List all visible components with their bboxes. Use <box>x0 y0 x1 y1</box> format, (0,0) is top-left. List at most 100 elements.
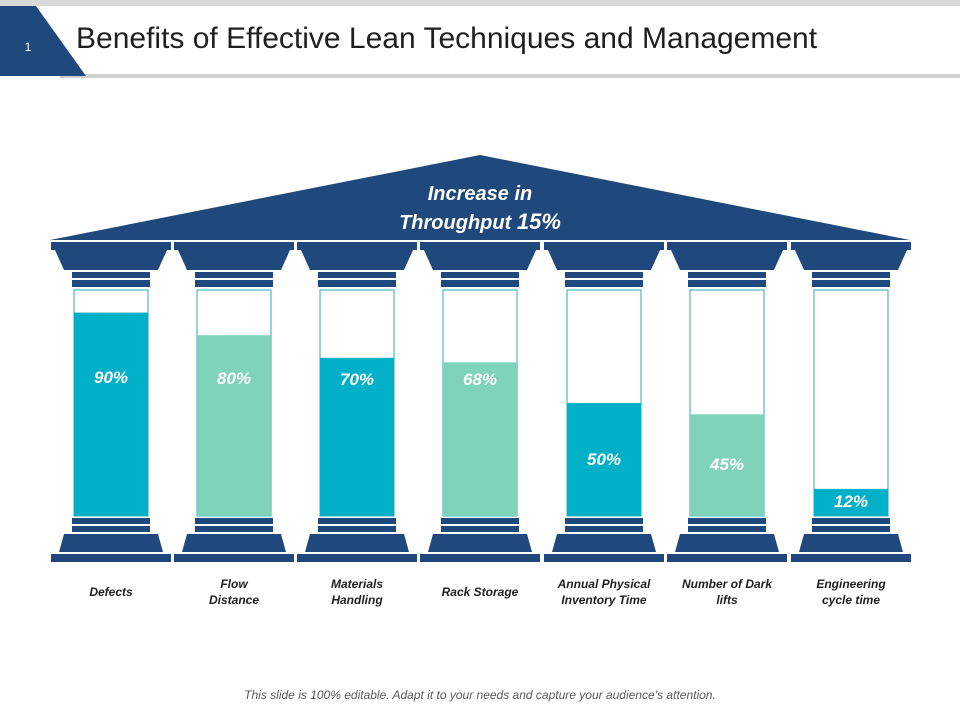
pillar-capital <box>548 250 660 270</box>
pillar-capital <box>671 250 783 270</box>
pillar-caption-line: Annual Physical <box>557 577 651 591</box>
pillar-capital <box>55 250 167 270</box>
pillar-caption: Engineering cycle time <box>796 576 906 608</box>
pillar-base <box>799 534 903 552</box>
pillar-caption-line: Rack Storage <box>441 585 519 599</box>
pillar-capital-band <box>72 272 150 278</box>
pillar-value-bar <box>690 414 764 516</box>
header-rule <box>60 74 960 78</box>
pillar-base-slab <box>420 554 540 562</box>
pillar-capital <box>178 250 290 270</box>
pillar-capital-slab <box>51 242 171 250</box>
pillar-base <box>675 534 779 552</box>
pillar-base-slab <box>667 554 787 562</box>
pillar-capital-slab <box>174 242 294 250</box>
pillar-caption: Number of Dark lifts <box>672 576 782 608</box>
pillar-base-band <box>195 526 273 532</box>
pillar-capital-band <box>688 280 766 287</box>
pillar-base-band <box>441 518 519 524</box>
pillar-caption-line: Handling <box>331 593 383 607</box>
pillar-capital-band <box>72 280 150 287</box>
pillar-capital-band <box>195 280 273 287</box>
pillar-capital-band <box>565 280 643 287</box>
pillar-capital <box>301 250 413 270</box>
pillar-caption-line: Defects <box>89 585 133 599</box>
pillar-base-band <box>688 526 766 532</box>
pillar-base <box>552 534 656 552</box>
pillar-base-slab <box>51 554 171 562</box>
pillar-value-label: 90% <box>93 368 129 387</box>
pillar-base-band <box>688 518 766 524</box>
pillar-value-bar <box>197 335 271 516</box>
pillar-capital-band <box>318 272 396 278</box>
pillar-caption: Rack Storage <box>425 584 535 600</box>
pillar-caption-line: lifts <box>716 593 738 607</box>
pillar-capital-band <box>441 280 519 287</box>
pillar-shaft <box>813 289 889 517</box>
slide-number: 1 <box>24 40 32 54</box>
pillar-capital-slab <box>420 242 540 250</box>
pillar-value-bar <box>74 312 148 516</box>
pillar-capital-band <box>812 280 890 287</box>
pillar-capital-slab <box>297 242 417 250</box>
pillar-capital <box>424 250 536 270</box>
slide-number-badge <box>0 6 86 76</box>
pillar-value-bar <box>320 357 394 516</box>
pillar-value-label: 50% <box>586 450 622 469</box>
pillar-base-band <box>72 526 150 532</box>
pillar-value-bar <box>567 403 641 516</box>
pillar-base-band <box>565 518 643 524</box>
pillar-caption-line: Number of Dark <box>681 577 773 591</box>
pillar-value-label: 80% <box>216 369 252 388</box>
pillar-capital-slab <box>667 242 787 250</box>
pillar-value-bar <box>443 362 517 516</box>
pillar-base-band <box>318 526 396 532</box>
pillar-base-band <box>441 526 519 532</box>
pillar-capital <box>795 250 907 270</box>
pillar-base-band <box>72 518 150 524</box>
roof-line-1: Increase in <box>427 183 533 205</box>
roof-line-2-text: Throughput <box>399 212 512 234</box>
pillar-value-bar <box>814 488 888 516</box>
pillar-caption-line: Materials <box>330 577 384 591</box>
roof-line-2: Throughput 15% <box>330 208 630 237</box>
pillar-capital-slab <box>791 242 911 250</box>
pillar-value-label: 68% <box>462 370 498 389</box>
slide-title: Benefits of Effective Lean Techniques an… <box>76 22 818 55</box>
pillar-base <box>305 534 409 552</box>
pillar-capital-band <box>195 272 273 278</box>
pillar-caption-line: Flow <box>220 577 248 591</box>
pillar-caption-line: Engineering <box>816 577 886 591</box>
pillar-capital-band <box>688 272 766 278</box>
pillar-base <box>182 534 286 552</box>
pillar-base-band <box>195 518 273 524</box>
pillar-caption-line: Inventory Time <box>561 593 647 607</box>
pillar-capital-slab <box>544 242 664 250</box>
pillar-capital-band <box>318 280 396 287</box>
pillar-capital-band <box>812 272 890 278</box>
pillar-caption: Annual Physical Inventory Time <box>549 576 659 608</box>
pillar-base-band <box>812 526 890 532</box>
pillar-capital-band <box>565 272 643 278</box>
pillar-base-slab <box>791 554 911 562</box>
temple-roof <box>50 155 910 240</box>
pillar-caption-line: Distance <box>208 593 260 607</box>
roof-text: Increase in Throughput 15% <box>330 180 630 237</box>
pillar-caption: Defects <box>56 584 166 600</box>
pillar-value-label: 70% <box>339 370 375 389</box>
top-strip <box>0 0 960 6</box>
pillar-base-band <box>318 518 396 524</box>
pillar-base-slab <box>174 554 294 562</box>
pillar-base-slab <box>544 554 664 562</box>
footer-note: This slide is 100% editable. Adapt it to… <box>244 688 716 702</box>
throughput-value: 15% <box>516 209 561 234</box>
pillar-base-band <box>565 526 643 532</box>
pillar-capital-band <box>441 272 519 278</box>
pillar-caption: Flow Distance <box>179 576 289 608</box>
pillar-caption-line: cycle time <box>821 593 881 607</box>
pillar-base <box>428 534 532 552</box>
header-band <box>0 6 960 76</box>
pillar-value-label: 12% <box>833 492 869 511</box>
pillar-base-slab <box>297 554 417 562</box>
